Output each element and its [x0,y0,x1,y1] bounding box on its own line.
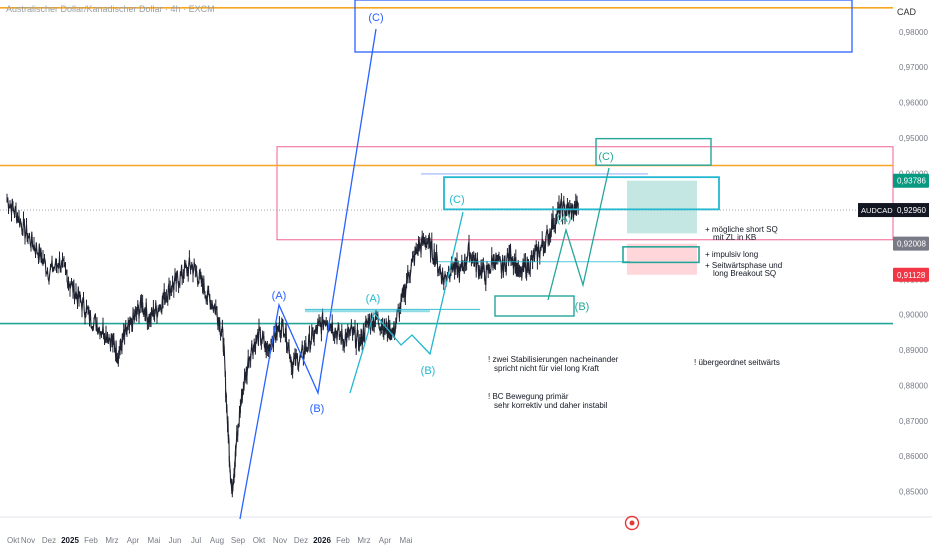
price-tag-stop-text: 0,91128 [897,271,926,280]
teal-target-box [595,137,712,166]
cyan-box [443,176,720,211]
x-tick-label: Mai [148,536,161,545]
x-tick-label: Mrz [357,536,370,545]
y-tick-label: 0,96000 [899,99,928,108]
wave-label: (B) [421,365,436,377]
symbol-tag [858,203,893,218]
x-tick-label: Sep [231,536,246,545]
y-tick-label: 0,87000 [899,417,928,426]
x-tick-label: Jul [191,536,201,545]
wave-label: (A) [272,290,287,302]
y-tick-label: 0,98000 [899,28,928,37]
x-tick-label: Nov [21,536,35,545]
x-tick-label: Dez [42,536,56,545]
x-tick-label: Feb [84,536,98,545]
price-tag-entry-text: 0,92008 [897,240,926,249]
annotation-text: + mögliche short SQ [705,225,778,234]
cyan-wave [349,211,464,394]
annotation-text: ! zwei Stabilisierungen nacheinander [488,355,619,364]
annotation-text: spricht nicht für viel long Kraft [494,364,600,373]
x-tick-label: Mrz [105,536,118,545]
annotation-text: + Seitwärtsphase und [705,261,782,270]
wave-label: (C) [598,151,613,163]
x-tick-label: Apr [379,536,392,545]
currency-label: CAD [896,7,916,17]
x-tick-label: Aug [210,536,224,545]
event-marker-dot [629,520,635,526]
price-tag-target-text: 0,93786 [897,177,926,186]
x-tick-label: Okt [7,536,20,545]
y-tick-label: 0,88000 [899,381,928,390]
x-tick-label: 2026 [313,536,331,545]
pink-zone [276,146,894,241]
wave-label: (C) [368,12,383,24]
chart-title: Australischer Dollar/Kanadischer Dollar … [6,4,215,14]
target-zone [627,210,697,234]
teal-wave [547,167,610,301]
x-tick-label: 2025 [61,536,79,545]
annotation-text: ! BC Bewegung primär [488,392,569,401]
y-tick-label: 0,95000 [899,134,928,143]
x-tick-label: Nov [273,536,287,545]
blue-wave [239,28,377,520]
y-tick-label: 0,90000 [899,311,928,320]
price-tag-target [893,173,929,188]
y-tick-label: 0,85000 [899,488,928,497]
annotation-text: ! übergeordnet seitwärts [694,358,780,367]
wave-label: (A) [557,213,572,225]
blue-target-box [354,0,853,53]
teal-box [494,295,575,317]
x-tick-label: Jun [169,536,182,545]
annotation-text: + impulsiv long [705,250,758,259]
annotation-text: sehr korrektiv und daher instabil [494,401,608,410]
price-tag-current [893,203,929,218]
wave-label: (B) [310,403,325,415]
stop-zone [627,243,697,275]
x-tick-label: Mai [400,536,413,545]
y-tick-label: 0,86000 [899,452,928,461]
current-price-text: 0,92960 [897,206,926,215]
annotation-text: mit ZL in KB [713,233,756,242]
wave-label: (A) [366,293,381,305]
y-tick-label: 0,89000 [899,346,928,355]
target-zone [627,180,697,211]
teal-entry-box [622,246,700,264]
x-tick-label: Dez [294,536,308,545]
price-line [6,197,579,495]
price-tag-entry [893,236,929,251]
price-tag-stop [893,267,929,282]
annotation-text: long Breakout SQ [713,269,776,278]
x-tick-label: Feb [336,536,350,545]
symbol-text: AUDCAD [861,206,893,215]
x-tick-label: Apr [127,536,140,545]
wave-label: (C) [449,194,464,206]
x-tick-label: Okt [253,536,266,545]
y-tick-label: 0,97000 [899,63,928,72]
wave-label: (B) [575,301,590,313]
